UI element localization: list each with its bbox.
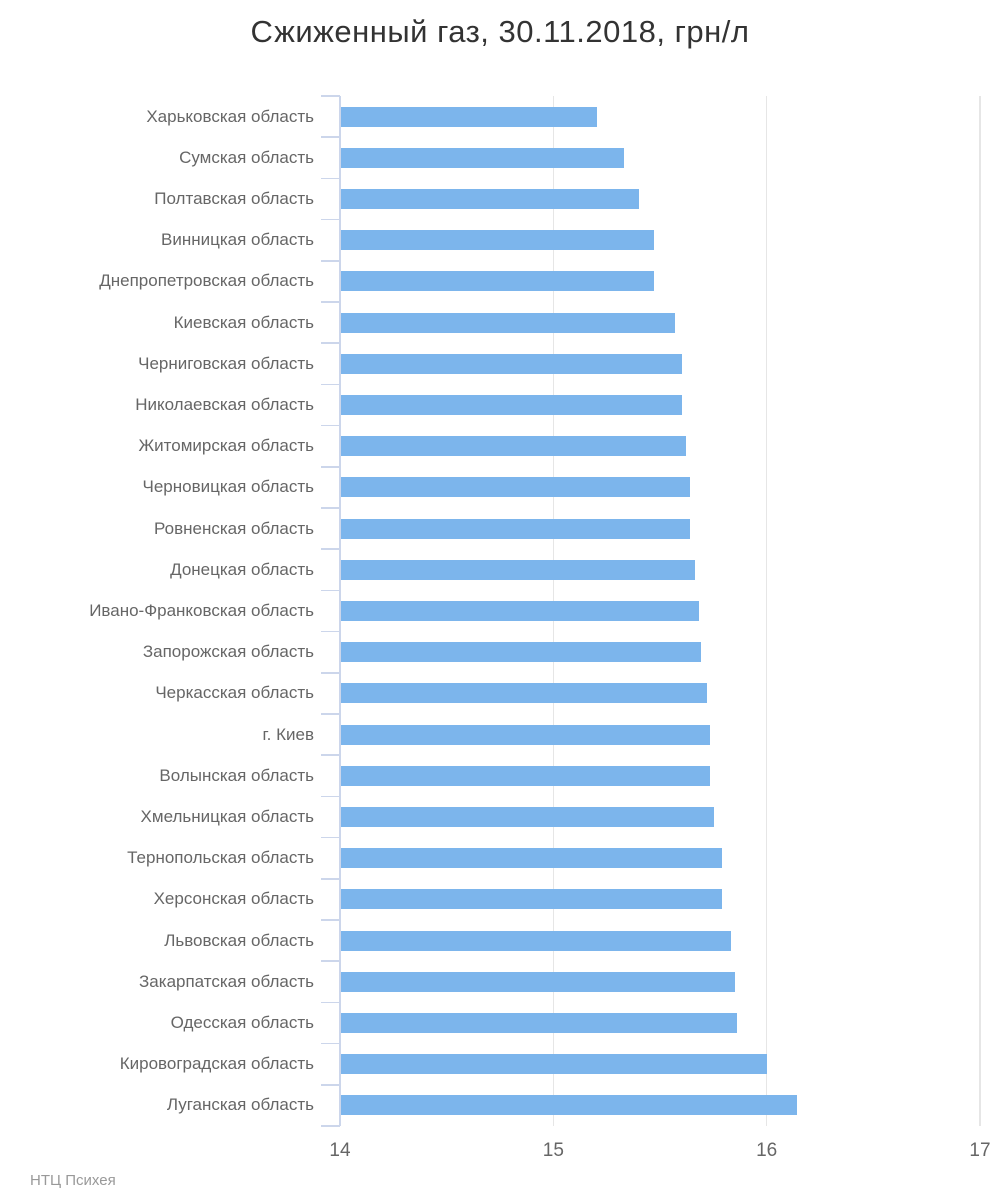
category-tick [321,878,340,880]
bar-г. Киев[interactable] [340,724,710,745]
category-label: Винницкая область [161,230,314,250]
category-label: Кировоградская область [119,1054,314,1074]
bar-Тернопольская область[interactable] [340,848,723,869]
category-tick [321,466,340,468]
plot-area [321,95,981,1127]
bar-Черкасская область[interactable] [340,683,708,704]
bar-Черниговская область[interactable] [340,353,682,374]
category-tick [321,672,340,674]
bar-Закарпатская область[interactable] [340,971,736,992]
bar-Львовская область[interactable] [340,930,731,951]
category-tick [321,960,340,962]
category-axis-line [339,96,341,1126]
category-tick [321,95,340,97]
gridline-17 [979,96,981,1126]
bar-Киевская область[interactable] [340,312,676,333]
bar-Хмельницкая область[interactable] [340,807,714,827]
category-tick [321,383,340,386]
category-label: Львовская область [164,930,314,950]
bar-Херсонская область[interactable] [340,889,723,910]
category-label: Николаевская область [135,394,314,414]
gridline-16 [765,96,768,1126]
bar-Ивано-Франковская область[interactable] [340,601,699,621]
category-label: Черкасская область [155,683,314,703]
category-tick [321,919,340,921]
category-label: Киевская область [173,312,314,332]
bar-Луганская область[interactable] [340,1095,798,1116]
category-label: Тернопольская область [127,848,314,868]
category-tick [321,1001,340,1004]
category-tick [321,630,340,633]
bar-Запорожская область[interactable] [340,642,702,663]
category-tick [321,795,340,798]
value-axis-label-17: 17 [969,1140,991,1161]
category-tick [321,754,340,756]
category-label: Хмельницкая область [140,806,314,826]
category-label: Донецкая область [170,559,314,579]
category-tick [321,342,340,344]
value-axis-label-16: 16 [756,1140,778,1161]
category-label: Черновицкая область [142,477,315,497]
category-tick [321,1042,340,1045]
category-tick [321,136,340,138]
category-label: Житомирская область [138,436,314,456]
category-tick [321,218,340,221]
value-axis-label-14: 14 [329,1140,351,1161]
category-tick [321,177,340,180]
category-label: Луганская область [166,1095,314,1115]
bar-Волынская область[interactable] [340,765,710,786]
bar-Сумская область[interactable] [340,147,625,168]
category-label: Ивано-Франковская область [89,600,314,620]
category-label: Закарпатская область [139,971,314,991]
bar-Одесская область[interactable] [340,1013,738,1033]
category-axis-labels: Харьковская область Сумская область Полтав… [0,96,314,1126]
bar-Донецкая область[interactable] [340,559,695,580]
category-tick [321,260,340,262]
category-tick [321,713,340,715]
bar-Полтавская область[interactable] [340,189,640,209]
category-tick [321,507,340,509]
chart-title: Сжиженный газ, 30.11.2018, грн/л [250,14,750,49]
category-label: Ровненская область [154,518,314,538]
bar-Черновицкая область[interactable] [340,477,691,498]
bar-Кировоградская область[interactable] [340,1054,768,1075]
category-label: Одесская область [170,1012,314,1032]
chart-credit: НТЦ Психея [30,1172,116,1189]
category-label: Полтавская область [154,188,314,208]
bar-Днепропетровская область[interactable] [340,271,655,292]
bar-Николаевская область[interactable] [340,395,682,415]
bar-Житомирская область[interactable] [340,436,687,457]
category-tick [321,548,340,550]
category-tick [321,1125,340,1127]
category-label: Запорожская область [142,642,314,662]
category-label: Днепропетровская область [99,271,314,291]
category-label: Харьковская область [146,106,314,126]
bar-Харьковская область[interactable] [340,106,597,127]
category-label: Сумская область [179,147,314,167]
category-label: Волынская область [159,765,314,785]
value-axis-labels: 14 15 16 17 [0,1140,1000,1166]
category-tick [321,424,340,427]
category-label: Черниговская область [138,353,314,373]
bar-Ровненская область[interactable] [340,518,691,539]
category-tick [321,1084,340,1086]
value-axis-label-15: 15 [542,1140,564,1161]
category-tick [321,589,340,592]
category-label: г. Киев [262,724,314,744]
bar-Винницкая область[interactable] [340,230,655,251]
category-label: Херсонская область [153,889,314,909]
category-tick [321,301,340,303]
category-tick [321,836,340,839]
